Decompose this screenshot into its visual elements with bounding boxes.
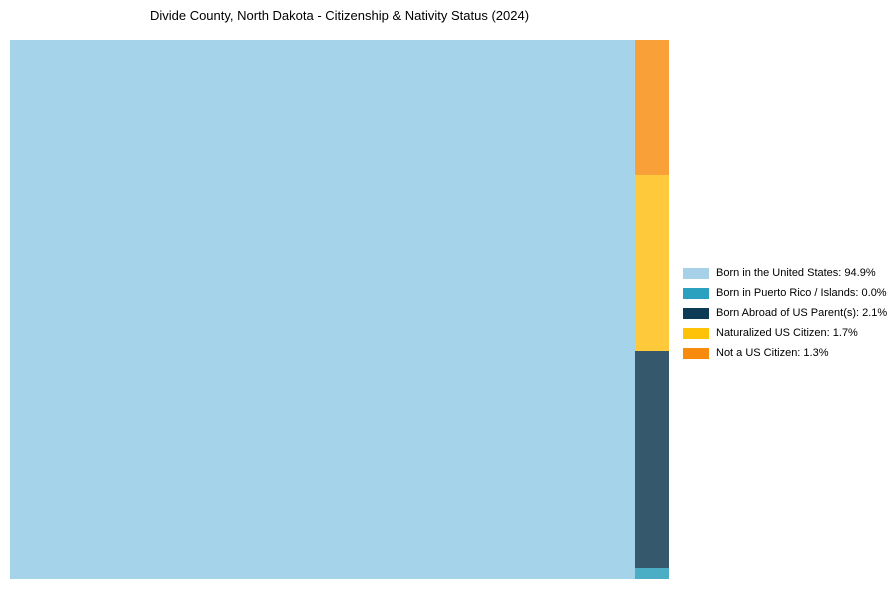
legend-item-born-abroad-of-us-parent-s: Born Abroad of US Parent(s): 2.1% (683, 307, 887, 319)
chart-title: Divide County, North Dakota - Citizenshi… (149, 8, 530, 23)
legend-item-not-a-us-citizen: Not a US Citizen: 1.3% (683, 347, 887, 359)
tile-born-in-puerto-rico-islands (635, 568, 669, 579)
tile-not-a-us-citizen (635, 40, 669, 175)
legend-item-born-in-puerto-rico-islands: Born in Puerto Rico / Islands: 0.0% (683, 287, 887, 299)
legend-label: Not a US Citizen: 1.3% (716, 347, 829, 359)
tile-born-abroad-of-us-parent-s (635, 350, 669, 568)
legend-swatch-icon (683, 307, 709, 319)
legend-label: Naturalized US Citizen: 1.7% (716, 327, 858, 339)
legend-label: Born in Puerto Rico / Islands: 0.0% (716, 287, 887, 299)
legend-swatch-icon (683, 327, 709, 339)
legend-label: Born in the United States: 94.9% (716, 267, 876, 279)
legend-swatch-icon (683, 267, 709, 279)
legend-item-born-in-the-united-states: Born in the United States: 94.9% (683, 267, 887, 279)
tile-born-in-the-united-states (10, 40, 636, 579)
legend-label: Born Abroad of US Parent(s): 2.1% (716, 307, 888, 319)
legend: Born in the United States: 94.9% Born in … (683, 267, 887, 359)
treemap-minor-column (635, 40, 669, 579)
legend-swatch-icon (683, 347, 709, 359)
treemap-plot (10, 40, 669, 579)
tile-naturalized-us-citizen (635, 174, 669, 351)
legend-swatch-icon (683, 287, 709, 299)
legend-item-naturalized-us-citizen: Naturalized US Citizen: 1.7% (683, 327, 887, 339)
